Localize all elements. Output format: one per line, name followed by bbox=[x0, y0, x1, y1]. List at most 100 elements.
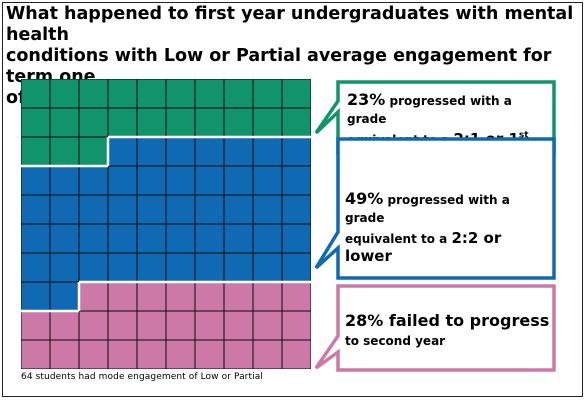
waffle-cell-blue bbox=[78, 223, 109, 254]
waffle-cell-pink bbox=[49, 310, 80, 341]
callout-blue-line1: progressed with a grade bbox=[345, 193, 510, 226]
callout-green-text: 23% progressed with a grade equivalent t… bbox=[347, 90, 547, 148]
waffle-cell-green bbox=[21, 107, 51, 138]
waffle-cell-blue bbox=[78, 194, 109, 225]
waffle-cell-pink bbox=[194, 339, 225, 369]
waffle-cell-blue bbox=[107, 252, 138, 283]
waffle-cell-green bbox=[136, 107, 167, 138]
waffle-cell-blue bbox=[136, 223, 167, 254]
waffle-cell-green bbox=[78, 107, 109, 138]
waffle-cell-green bbox=[21, 136, 51, 167]
waffle-cell-blue bbox=[223, 165, 254, 196]
callout-blue-line2: equivalent to a bbox=[345, 231, 452, 246]
waffle-cell-pink bbox=[78, 281, 109, 312]
callout-green-sup: st bbox=[518, 130, 529, 141]
waffle-cell-pink bbox=[21, 310, 51, 341]
waffle-cell-blue bbox=[21, 281, 51, 312]
waffle-cell-pink bbox=[194, 281, 225, 312]
waffle-cell-blue bbox=[136, 136, 167, 167]
callout-blue-grade: 2:2 or lower bbox=[345, 228, 502, 266]
waffle-cell-blue bbox=[223, 252, 254, 283]
callout-green-line2: equivalent to a bbox=[347, 132, 454, 147]
waffle-cell-blue bbox=[49, 194, 80, 225]
waffle-cell-pink bbox=[252, 281, 283, 312]
waffle-cell-green bbox=[49, 107, 80, 138]
waffle-cell-blue bbox=[107, 165, 138, 196]
waffle-cell-blue bbox=[252, 136, 283, 167]
callout-green-line1: progressed with a grade bbox=[347, 94, 512, 127]
waffle-cell-pink bbox=[165, 339, 196, 369]
callout-pink-headline: 28% failed to progress bbox=[345, 311, 550, 330]
footnote: 64 students had mode engagement of Low o… bbox=[21, 372, 263, 382]
waffle-cell-blue bbox=[136, 252, 167, 283]
waffle-cell-pink bbox=[165, 310, 196, 341]
callout-green-grade: 2:1 or 1 bbox=[453, 129, 519, 148]
waffle-cell-blue bbox=[165, 194, 196, 225]
waffle-cell-pink bbox=[49, 339, 80, 369]
waffle-cell-green bbox=[107, 79, 138, 109]
waffle-cell-green bbox=[136, 79, 167, 109]
waffle-cell-green bbox=[223, 107, 254, 138]
waffle-cell-blue bbox=[281, 194, 311, 225]
waffle-cell-blue bbox=[49, 281, 80, 312]
waffle-cell-blue bbox=[21, 165, 51, 196]
waffle-cell-blue bbox=[252, 194, 283, 225]
callout-pink-line2: to second year bbox=[345, 334, 446, 349]
waffle-cell-blue bbox=[194, 223, 225, 254]
waffle-cell-green bbox=[49, 136, 80, 167]
waffle-cell-blue bbox=[136, 165, 167, 196]
waffle-cell-green bbox=[252, 79, 283, 109]
waffle-cell-green bbox=[281, 107, 311, 138]
waffle-cell-pink bbox=[223, 281, 254, 312]
waffle-cell-pink bbox=[136, 339, 167, 369]
waffle-cell-blue bbox=[223, 136, 254, 167]
waffle-cell-pink bbox=[21, 339, 51, 369]
waffle-cell-blue bbox=[223, 223, 254, 254]
waffle-cell-pink bbox=[165, 281, 196, 312]
waffle-cell-blue bbox=[281, 165, 311, 196]
waffle-cell-green bbox=[194, 79, 225, 109]
waffle-cell-pink bbox=[194, 310, 225, 341]
waffle-cell-green bbox=[107, 107, 138, 138]
waffle-cell-blue bbox=[165, 136, 196, 167]
waffle-cell-green bbox=[165, 107, 196, 138]
waffle-chart bbox=[21, 79, 311, 369]
waffle-cell-blue bbox=[252, 165, 283, 196]
waffle-cell-blue bbox=[136, 194, 167, 225]
waffle-cell-blue bbox=[194, 136, 225, 167]
waffle-cell-pink bbox=[281, 339, 311, 369]
waffle-cell-pink bbox=[281, 310, 311, 341]
waffle-cell-blue bbox=[107, 223, 138, 254]
callout-pink-text: 28% failed to progress to second year bbox=[345, 311, 550, 350]
waffle-cell-green bbox=[252, 107, 283, 138]
waffle-cell-blue bbox=[252, 223, 283, 254]
waffle-cell-green bbox=[78, 136, 109, 167]
waffle-cell-pink bbox=[107, 310, 138, 341]
waffle-cell-blue bbox=[49, 165, 80, 196]
waffle-cell-blue bbox=[223, 194, 254, 225]
waffle-cell-green bbox=[49, 79, 80, 109]
waffle-cell-blue bbox=[281, 252, 311, 283]
callout-blue-text: 49% progressed with a grade equivalent t… bbox=[345, 189, 550, 266]
waffle-cell-pink bbox=[107, 339, 138, 369]
waffle-cell-blue bbox=[281, 136, 311, 167]
waffle-cell-blue bbox=[194, 165, 225, 196]
waffle-cell-blue bbox=[21, 223, 51, 254]
waffle-cell-blue bbox=[107, 136, 138, 167]
waffle-cell-blue bbox=[165, 165, 196, 196]
waffle-cell-blue bbox=[252, 252, 283, 283]
waffle-cell-blue bbox=[21, 194, 51, 225]
waffle-cell-green bbox=[21, 79, 51, 109]
waffle-cell-blue bbox=[21, 252, 51, 283]
waffle-cell-blue bbox=[49, 252, 80, 283]
waffle-cell-blue bbox=[78, 165, 109, 196]
waffle-cell-green bbox=[165, 79, 196, 109]
waffle-cell-pink bbox=[252, 339, 283, 369]
waffle-cell-green bbox=[223, 79, 254, 109]
waffle-cell-green bbox=[78, 79, 109, 109]
callout-blue-pct: 49% bbox=[345, 189, 384, 208]
waffle-cell-green bbox=[194, 107, 225, 138]
waffle-cell-blue bbox=[78, 252, 109, 283]
waffle-cell-pink bbox=[136, 310, 167, 341]
waffle-cell-pink bbox=[107, 281, 138, 312]
